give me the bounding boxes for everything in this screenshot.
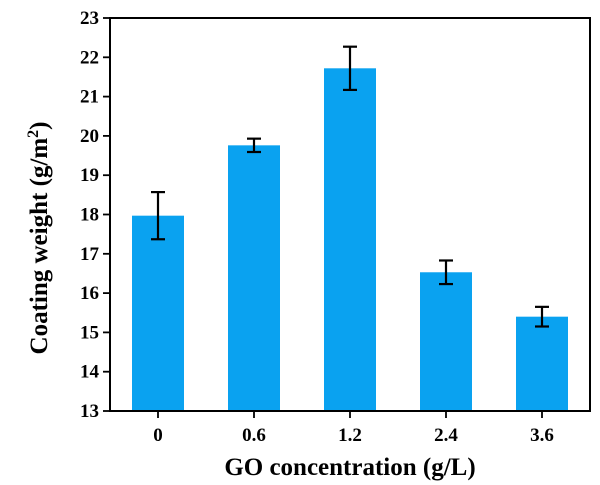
plot-frame [109, 17, 591, 412]
bar [228, 145, 280, 411]
y-tick-label: 21 [80, 87, 99, 108]
y-axis-title: Coating weight (g/m2) [25, 122, 53, 355]
bar [420, 272, 472, 411]
plot-area: 0 0.6 1.2 2.4 3.6 13 14 15 16 17 18 19 20 21 22 23 [80, 8, 591, 446]
x-tick-label: 2.4 [434, 425, 458, 446]
bar [516, 316, 568, 411]
x-tick-label: 1.2 [338, 425, 362, 446]
y-axis-title-superscript: 2 [25, 130, 42, 138]
y-tick-label: 13 [80, 401, 99, 422]
y-tick-label: 15 [80, 322, 99, 343]
y-tick-label: 19 [80, 165, 99, 186]
y-tick-label: 22 [80, 47, 99, 68]
x-axis-title: GO concentration (g/L) [224, 454, 475, 481]
y-tick-label: 20 [80, 126, 99, 147]
x-tick-label: 0 [153, 425, 163, 446]
y-tick-label: 14 [80, 362, 100, 383]
y-tick-label: 18 [80, 205, 99, 226]
bar [132, 215, 184, 411]
x-tick-label: 0.6 [242, 425, 266, 446]
x-tick-label: 3.6 [530, 425, 554, 446]
y-axis-title-tail: ) [26, 122, 53, 130]
y-tick-label: 16 [80, 283, 99, 304]
y-tick-label: 17 [80, 244, 100, 265]
bar [324, 68, 376, 411]
y-axis-title-main: Coating weight (g/m [26, 138, 53, 355]
y-tick-label: 23 [80, 8, 99, 29]
